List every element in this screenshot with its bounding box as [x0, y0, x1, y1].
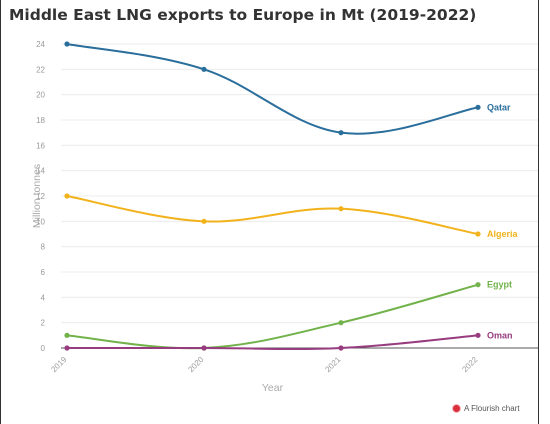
point-egypt[interactable]: [64, 332, 70, 338]
credit-label: A Flourish chart: [464, 404, 520, 413]
y-tick-label: 10: [36, 217, 45, 226]
series-label-oman: Oman: [487, 330, 513, 340]
point-algeria[interactable]: [338, 206, 344, 212]
point-oman[interactable]: [475, 332, 481, 338]
x-tick-label: 2019: [49, 355, 68, 374]
y-tick-label: 0: [41, 344, 46, 353]
y-tick-label: 12: [36, 192, 45, 201]
line-oman: [67, 334, 479, 351]
point-qatar[interactable]: [475, 104, 481, 110]
series-label-egypt: Egypt: [487, 280, 512, 290]
point-algeria[interactable]: [201, 218, 207, 224]
series-lines: Qatar Algeria Egypt Oman: [64, 41, 519, 351]
line-algeria: [66, 195, 479, 235]
y-tick-label: 22: [36, 65, 45, 74]
gridlines: [61, 43, 538, 349]
point-egypt[interactable]: [338, 320, 344, 326]
y-tick-label: 14: [36, 167, 45, 176]
series-egypt: Egypt: [64, 280, 512, 351]
point-egypt[interactable]: [475, 282, 481, 288]
x-tick-label: 2022: [460, 355, 479, 374]
y-tick-label: 8: [41, 243, 46, 252]
line-qatar: [66, 43, 479, 135]
point-oman[interactable]: [338, 345, 344, 351]
series-label-algeria: Algeria: [487, 229, 519, 239]
series-qatar: Qatar: [64, 41, 511, 136]
point-oman[interactable]: [64, 345, 70, 351]
series-algeria: Algeria: [64, 193, 519, 239]
x-tick-label: 2020: [186, 355, 205, 374]
x-axis-title: Year: [262, 382, 284, 394]
series-oman: Oman: [64, 330, 513, 351]
y-tick-label: 2: [41, 319, 46, 328]
line-egypt: [66, 283, 479, 350]
point-oman[interactable]: [201, 345, 207, 351]
y-axis-title: Million tonnes: [31, 164, 43, 228]
flourish-logo-icon: [453, 405, 460, 412]
y-tick-label: 20: [36, 91, 45, 100]
x-axis-ticks: 2019 2020 2021 2022: [49, 355, 479, 374]
chart-title: Middle East LNG exports to Europe in Mt …: [9, 6, 477, 24]
point-qatar[interactable]: [338, 130, 344, 136]
flourish-credit[interactable]: A Flourish chart: [453, 404, 520, 413]
series-label-qatar: Qatar: [487, 102, 511, 112]
point-qatar[interactable]: [64, 41, 70, 47]
y-tick-label: 4: [41, 293, 46, 302]
point-qatar[interactable]: [201, 66, 207, 72]
y-tick-label: 18: [36, 116, 45, 125]
y-tick-label: 16: [36, 141, 45, 150]
x-tick-label: 2021: [323, 355, 342, 374]
y-tick-label: 6: [41, 268, 46, 277]
point-algeria[interactable]: [475, 231, 481, 237]
y-tick-label: 24: [36, 40, 45, 49]
point-algeria[interactable]: [64, 193, 70, 199]
